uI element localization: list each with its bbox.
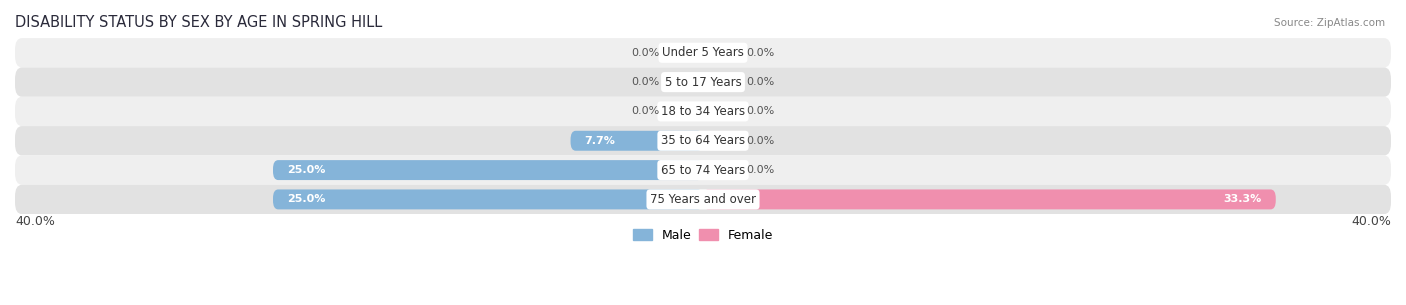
FancyBboxPatch shape [273, 160, 703, 180]
Text: 0.0%: 0.0% [747, 136, 775, 146]
FancyBboxPatch shape [15, 126, 1391, 156]
FancyBboxPatch shape [571, 131, 703, 151]
FancyBboxPatch shape [15, 67, 1391, 97]
Text: 0.0%: 0.0% [747, 48, 775, 58]
Text: 25.0%: 25.0% [287, 165, 325, 175]
Text: 25.0%: 25.0% [287, 194, 325, 204]
Text: 0.0%: 0.0% [747, 165, 775, 175]
Text: Under 5 Years: Under 5 Years [662, 46, 744, 59]
FancyBboxPatch shape [273, 189, 703, 210]
Text: 5 to 17 Years: 5 to 17 Years [665, 76, 741, 89]
Text: 75 Years and over: 75 Years and over [650, 193, 756, 206]
FancyBboxPatch shape [703, 189, 1275, 210]
Text: 0.0%: 0.0% [631, 106, 659, 117]
Text: DISABILITY STATUS BY SEX BY AGE IN SPRING HILL: DISABILITY STATUS BY SEX BY AGE IN SPRIN… [15, 15, 382, 30]
Text: 35 to 64 Years: 35 to 64 Years [661, 134, 745, 147]
Text: Source: ZipAtlas.com: Source: ZipAtlas.com [1274, 18, 1385, 28]
FancyBboxPatch shape [15, 38, 1391, 67]
Text: 40.0%: 40.0% [1351, 215, 1391, 228]
Legend: Male, Female: Male, Female [628, 224, 778, 246]
Text: 0.0%: 0.0% [631, 77, 659, 87]
Text: 33.3%: 33.3% [1223, 194, 1263, 204]
Text: 18 to 34 Years: 18 to 34 Years [661, 105, 745, 118]
Text: 0.0%: 0.0% [747, 106, 775, 117]
Text: 65 to 74 Years: 65 to 74 Years [661, 163, 745, 177]
FancyBboxPatch shape [15, 156, 1391, 185]
Text: 0.0%: 0.0% [747, 77, 775, 87]
Text: 7.7%: 7.7% [585, 136, 616, 146]
Text: 40.0%: 40.0% [15, 215, 55, 228]
FancyBboxPatch shape [15, 185, 1391, 214]
FancyBboxPatch shape [15, 97, 1391, 126]
Text: 0.0%: 0.0% [631, 48, 659, 58]
